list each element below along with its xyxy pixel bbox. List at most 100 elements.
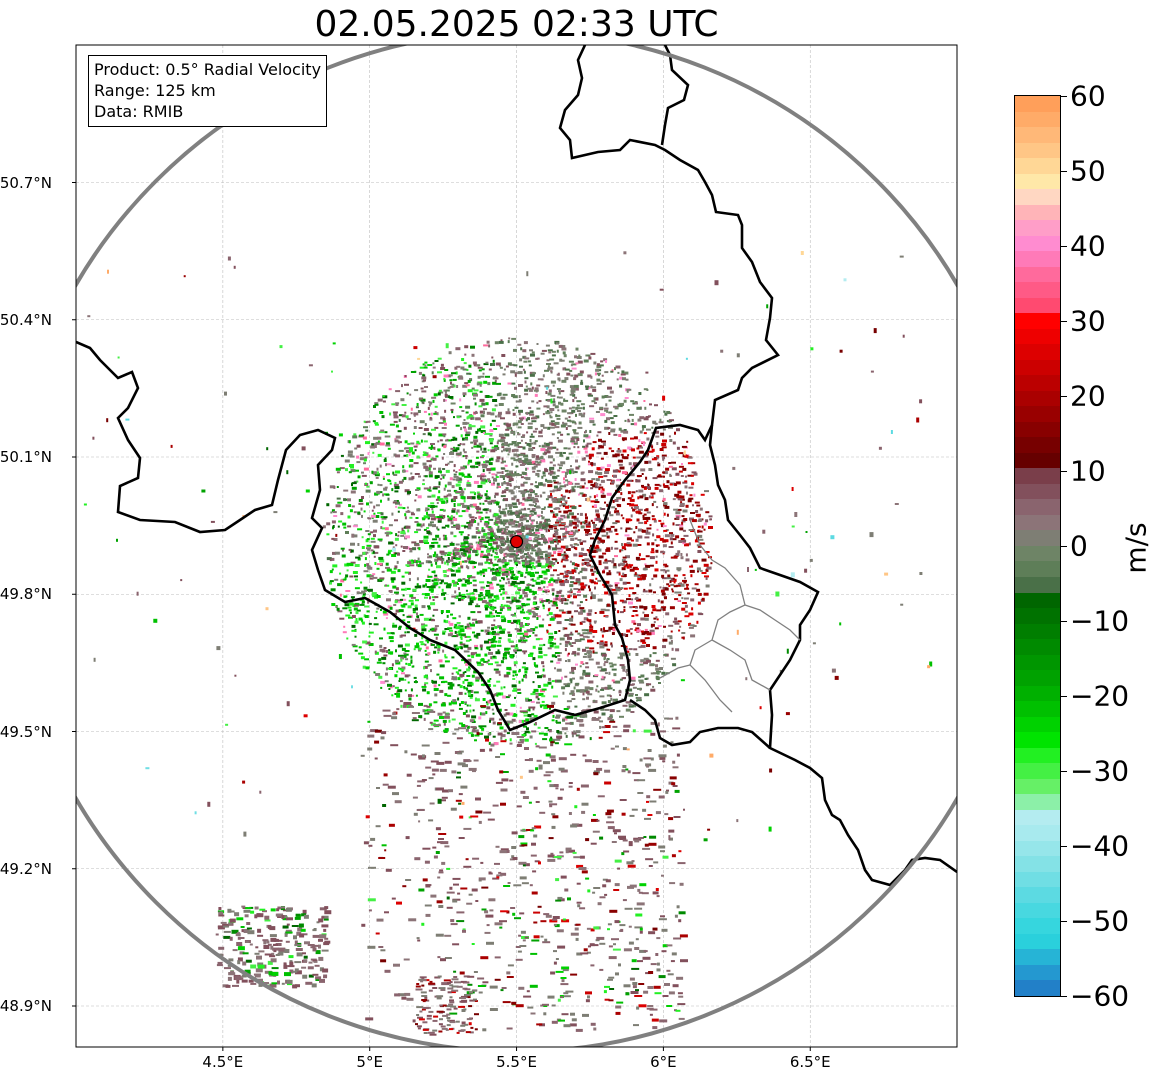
echo-pixel — [503, 713, 507, 717]
echo-pixel — [610, 421, 615, 425]
echo-pixel — [550, 660, 554, 663]
echo-pixel — [514, 651, 517, 654]
echo-pixel — [616, 571, 621, 574]
echo-pixel — [493, 447, 498, 451]
echo-pixel — [633, 464, 636, 467]
echo-pixel — [588, 470, 594, 474]
echo-pixel — [601, 712, 606, 716]
echo-pixel — [535, 505, 540, 509]
echo-pixel — [392, 471, 395, 475]
echo-pixel — [508, 337, 511, 340]
echo-pixel — [427, 556, 433, 559]
echo-pixel — [539, 704, 545, 707]
echo-pixel — [368, 622, 372, 625]
echo-pixel — [560, 595, 565, 597]
echo-pixel — [431, 596, 436, 599]
echo-pixel — [468, 550, 471, 554]
echo-pixel — [503, 530, 506, 533]
echo-pixel — [573, 588, 579, 590]
echo-pixel — [662, 456, 666, 460]
echo-pixel — [426, 641, 429, 644]
echo-pixel — [594, 402, 597, 404]
echo-pixel — [484, 521, 489, 524]
echo-pixel — [455, 525, 461, 528]
echo-pixel — [558, 595, 561, 598]
echo-pixel — [663, 529, 668, 532]
echo-pixel — [530, 462, 535, 465]
echo-pixel — [456, 453, 462, 456]
echo-pixel — [526, 431, 529, 434]
echo-pixel — [466, 593, 472, 596]
echo-pixel — [526, 520, 529, 523]
echo-pixel — [543, 405, 548, 408]
echo-pixel — [500, 417, 505, 420]
echo-pixel — [555, 530, 557, 534]
echo-pixel — [656, 535, 661, 538]
echo-pixel — [516, 498, 520, 502]
echo-pixel — [414, 420, 417, 423]
echo-pixel — [415, 517, 419, 519]
echo-pixel — [461, 724, 466, 727]
echo-pixel — [383, 612, 389, 616]
echo-pixel — [623, 429, 627, 432]
echo-pixel — [422, 584, 426, 588]
echo-pixel — [554, 604, 558, 607]
echo-pixel — [551, 685, 554, 689]
echo-pixel — [608, 411, 613, 414]
echo-pixel — [326, 503, 330, 507]
echo-pixel — [534, 692, 539, 695]
echo-pixel — [528, 537, 532, 541]
echo-pixel — [666, 577, 671, 580]
echo-pixel — [375, 515, 380, 518]
echo-pixel — [522, 634, 528, 637]
echo-pixel — [508, 640, 514, 643]
echo-pixel — [591, 478, 596, 481]
echo-pixel — [473, 588, 478, 592]
echo-pixel — [358, 502, 364, 505]
echo-pixel — [488, 433, 493, 435]
echo-pixel — [464, 551, 468, 554]
echo-pixel — [632, 686, 637, 689]
echo-pixel — [408, 663, 412, 666]
echo-pixel — [548, 677, 552, 681]
echo-pixel — [567, 590, 572, 593]
echo-pixel — [559, 451, 563, 455]
echo-pixel — [480, 481, 486, 485]
echo-pixel — [592, 630, 598, 633]
echo-pixel — [487, 382, 491, 386]
echo-pixel — [467, 389, 473, 393]
echo-pixel — [400, 704, 403, 708]
echo-pixel — [600, 707, 605, 711]
echo-pixel — [633, 704, 637, 708]
echo-pixel — [451, 557, 454, 561]
echo-pixel — [451, 508, 456, 511]
echo-pixel — [535, 460, 538, 463]
echo-pixel — [660, 607, 665, 611]
echo-pixel — [521, 603, 526, 605]
echo-pixel — [478, 511, 483, 514]
echo-pixel — [548, 624, 552, 627]
echo-pixel — [374, 422, 379, 425]
echo-pixel — [574, 537, 578, 540]
echo-pixel — [513, 485, 519, 488]
echo-pixel — [608, 432, 611, 435]
echo-pixel — [599, 645, 605, 649]
echo-pixel — [361, 474, 367, 477]
echo-pixel — [536, 606, 540, 608]
echo-pixel — [534, 626, 538, 629]
echo-pixel — [650, 672, 656, 675]
echo-pixel — [593, 504, 597, 508]
echo-pixel — [582, 562, 585, 565]
echo-pixel — [662, 638, 668, 642]
echo-pixel — [442, 702, 446, 705]
echo-pixel — [573, 470, 577, 473]
echo-pixel — [413, 412, 419, 416]
echo-pixel — [623, 560, 628, 563]
echo-pixel — [391, 579, 395, 583]
echo-pixel — [692, 559, 698, 563]
echo-pixel — [353, 607, 358, 611]
echo-pixel — [585, 523, 591, 527]
echo-pixel — [524, 630, 527, 634]
echo-pixel — [372, 451, 375, 454]
